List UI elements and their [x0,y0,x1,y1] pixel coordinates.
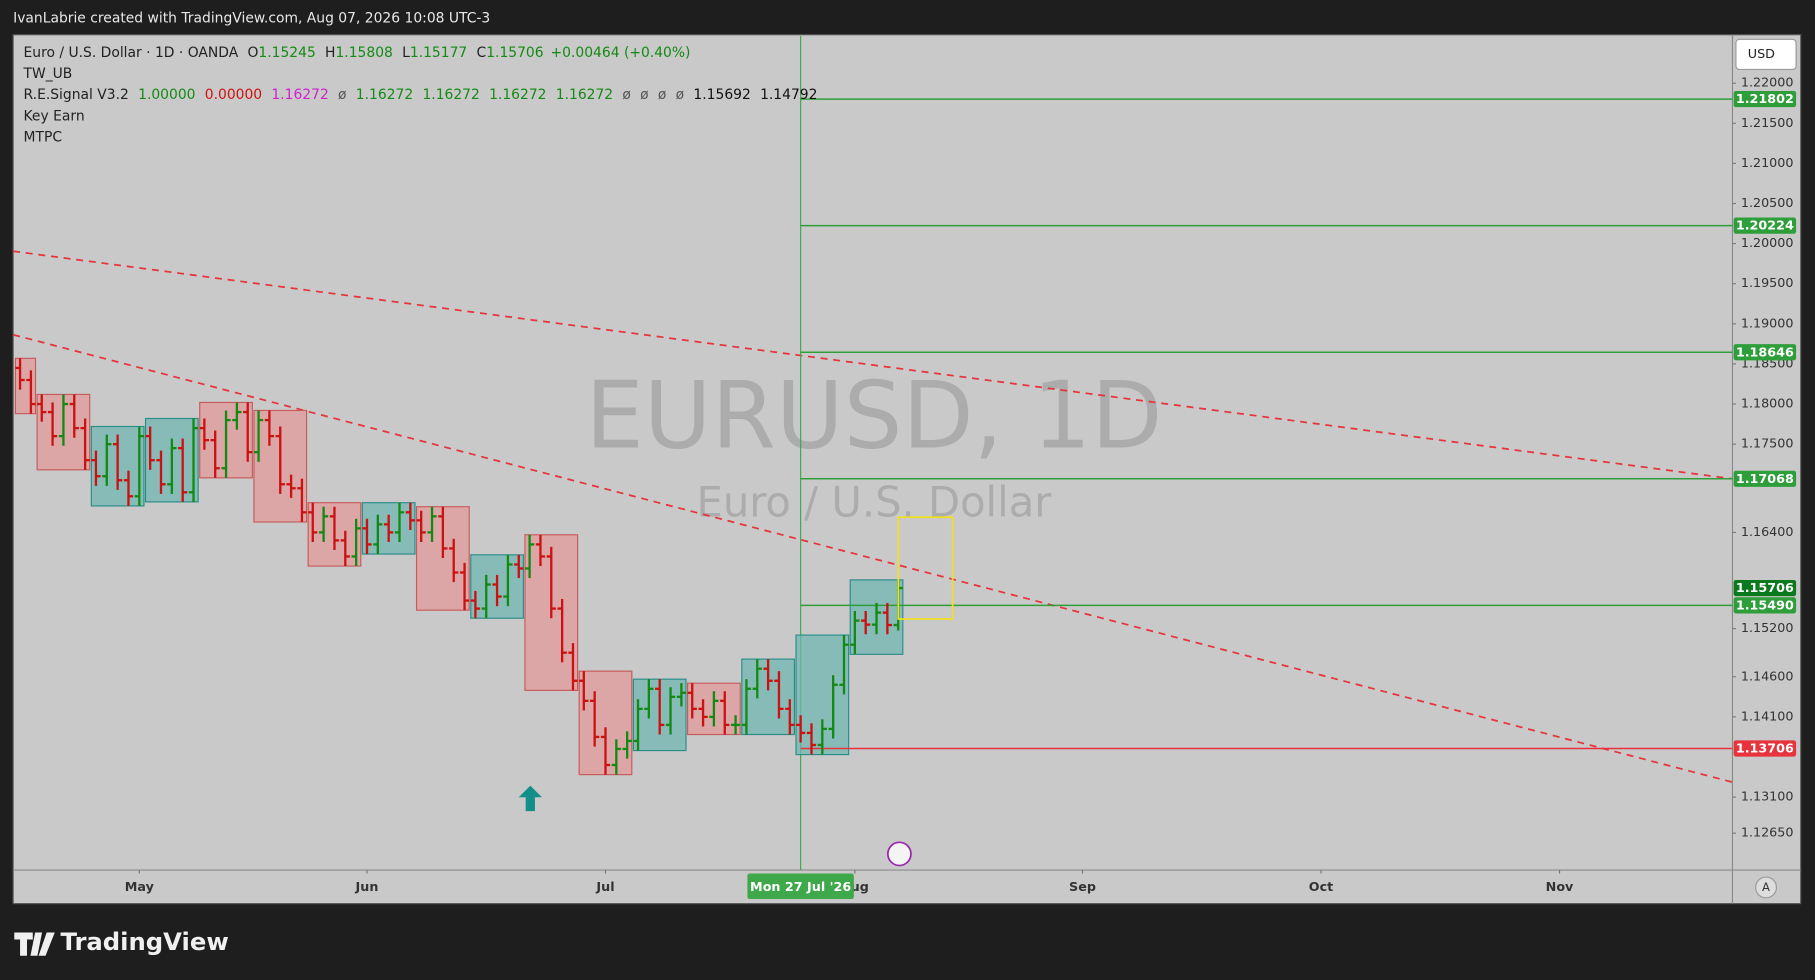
level-tag-label: 1.15490 [1736,597,1794,612]
indicator-name: Key Earn [24,108,85,124]
x-tick-label: Jul [595,879,614,894]
chart-frame [12,34,1802,905]
plot [12,35,1733,871]
indicator-value: 1.16272 [271,87,328,103]
level-tag-label: 1.18646 [1736,344,1794,359]
y-tick-label: 1.15200 [1741,620,1794,635]
level-tag [1733,740,1797,757]
indicator-value: 1.15692 [693,87,750,103]
highlight-box [897,516,954,620]
level-tag-label: 1.13706 [1736,741,1794,756]
y-tick-label: 1.14600 [1741,668,1794,683]
legend-change: +0.00464 (+0.40%) [551,45,691,61]
legend-ohlc-label: O [247,45,258,61]
indicator-value: 0.00000 [205,87,262,103]
legend-ohlc-label: L [402,45,410,61]
legend-ohlc-value: 1.15177 [410,45,467,61]
legend-ohlc-label: C [477,45,487,61]
indicator-value: ø [338,87,347,103]
legend-ohlc-value: 1.15706 [486,45,543,61]
indicator-value: 1.16272 [356,87,413,103]
top-bar-text: IvanLabrie created with TradingView.com,… [13,11,490,27]
y-tick-label: 1.17500 [1741,436,1794,451]
indicator-name: R.E.Signal V3.2 [24,87,129,103]
legend-ohlc-value: 1.15245 [258,45,315,61]
trendline [12,333,1733,784]
indicator-value: 1.16272 [489,87,546,103]
brand-logo [14,932,55,956]
watermark-title: EURUSD, 1D [585,362,1162,470]
indicator-name: MTPC [24,130,63,146]
event-icon [886,841,912,867]
x-tick-label: Oct [1309,879,1333,894]
level-tag [1733,90,1797,108]
x-tick-label: Nov [1546,879,1574,894]
last-price-tag [1733,579,1797,597]
y-tick-label: 1.22000 [1741,75,1794,90]
level-tag-label: 1.20224 [1736,218,1794,233]
auto-scale-label[interactable]: A [1762,880,1770,894]
indicator-line: R.E.Signal V3.2 1.00000 0.00000 1.16272 ø 1.1… [24,87,818,103]
indicator-line: MTPC [24,130,63,146]
y-tick-label: 1.19000 [1741,315,1794,330]
brand-name: TradingView [61,927,229,956]
currency-button[interactable] [1735,38,1797,70]
y-tick-label: 1.19500 [1741,275,1794,290]
indicator-value: 1.14792 [760,87,817,103]
indicator-value: 1.00000 [138,87,195,103]
legend: Euro / U.S. Dollar · 1D · OANDA O1.15245 H… [23,45,818,145]
auto-scale-button[interactable] [1755,876,1778,899]
x-tick-label: May [125,879,155,894]
level-tag [1733,344,1797,361]
weekly-range-box [14,357,37,415]
x-tick-label: Sep [1069,879,1096,894]
legend-ohlc-label: H [325,45,335,61]
level-tag [1733,217,1797,234]
crosshair-tag [747,873,854,900]
indicator-line: Key Earn [24,108,85,124]
watermark-subtitle: Euro / U.S. Dollar [697,478,1053,527]
indicator-value: 1.16272 [422,87,479,103]
indicator-value: ø [658,87,667,103]
y-tick-label: 1.20000 [1741,235,1794,250]
indicator-value: ø [640,87,649,103]
y-tick-label: 1.12650 [1741,825,1794,840]
y-tick-label: 1.21500 [1741,115,1794,130]
x-tick-label: Jun [355,879,379,894]
trendline [13,250,1733,480]
level-tag [1733,470,1797,487]
y-tick-label: 1.13100 [1741,789,1794,804]
currency-button-label[interactable]: USD [1748,46,1775,61]
crosshair-tag-label: Mon 27 Jul '26 [750,879,851,894]
y-tick-label: 1.16400 [1741,524,1794,539]
indicator-line: TW_UB [23,66,73,82]
indicator-value: ø [676,87,685,103]
legend-symbol: Euro / U.S. Dollar · 1D · OANDA [24,45,239,61]
legend-line: Euro / U.S. Dollar · 1D · OANDA O1.15245 H… [24,45,691,61]
y-tick-label: 1.20500 [1741,195,1794,210]
legend-ohlc-value: 1.15808 [335,45,392,61]
indicator-name: TW_UB [23,66,73,82]
y-tick-label: 1.18000 [1741,396,1794,411]
last-price-tag-label: 1.15706 [1736,580,1794,595]
level-tag [1733,597,1797,614]
indicator-value: 1.16272 [556,87,613,103]
y-tick-label: 1.14100 [1741,708,1794,723]
signal-arrow [518,785,542,812]
level-tag-label: 1.17068 [1736,471,1794,486]
y-tick-label: 1.21000 [1741,155,1794,170]
level-tag-label: 1.21802 [1736,91,1794,106]
indicator-value: ø [622,87,631,103]
